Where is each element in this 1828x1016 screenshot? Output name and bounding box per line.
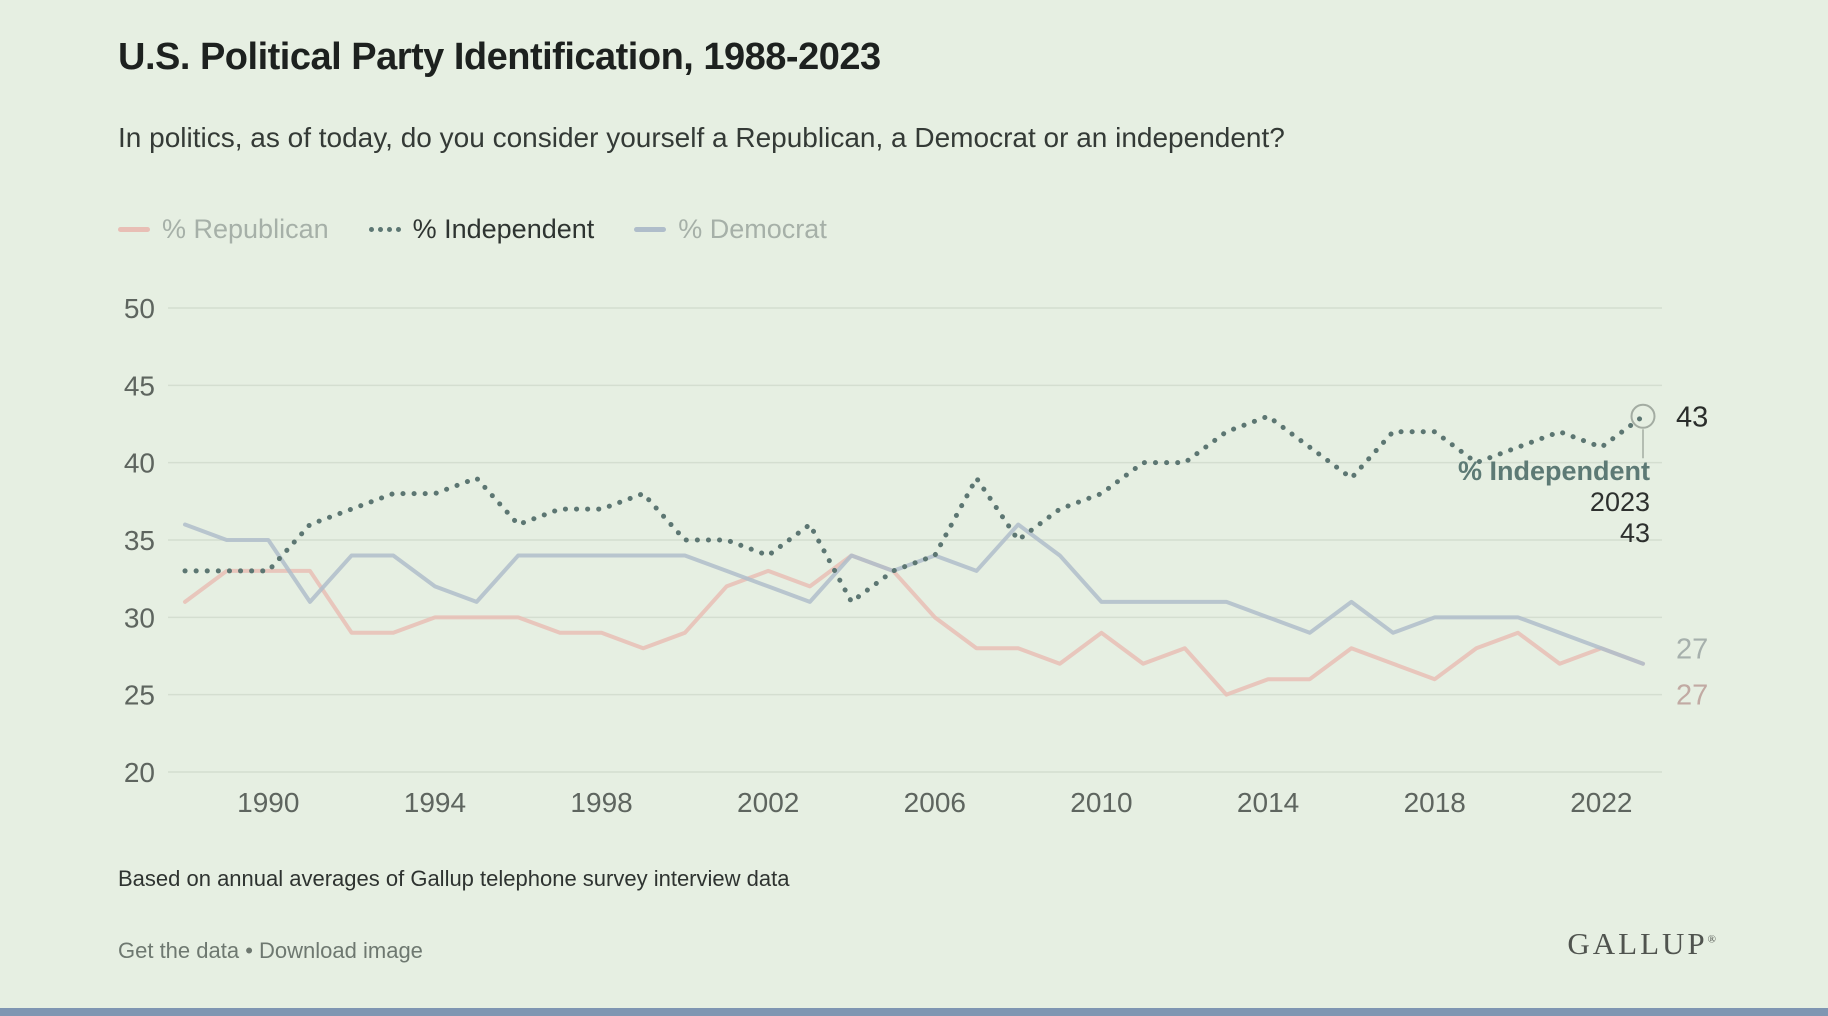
y-tick-label-30: 30 [124, 602, 155, 633]
endpoint-marker-ring [1630, 403, 1656, 429]
y-tick-label-50: 50 [124, 293, 155, 324]
independent-end-label: 43 [1676, 401, 1708, 433]
registered-mark: ® [1707, 933, 1716, 946]
republican-line-swatch [118, 227, 150, 232]
x-tick-label-2006: 2006 [904, 787, 966, 818]
democrat-end-label: 27 [1676, 634, 1708, 666]
source-note: Based on annual averages of Gallup telep… [118, 866, 790, 891]
republican-end-label: 27 [1676, 680, 1708, 712]
legend-item-democrat[interactable]: % Democrat [634, 214, 827, 245]
x-tick-label-2018: 2018 [1404, 787, 1466, 818]
chart-tooltip: % Independent 2023 43 [1458, 456, 1650, 549]
x-tick-label-1990: 1990 [237, 787, 299, 818]
tooltip-value: 43 [1619, 518, 1650, 548]
independent-dotted-swatch [368, 227, 374, 232]
x-tick-label-1998: 1998 [570, 787, 632, 818]
tooltip-year: 2023 [1589, 487, 1650, 517]
legend-label-democrat: % Democrat [678, 214, 827, 244]
y-tick-label-20: 20 [124, 757, 155, 788]
y-tick-label-40: 40 [124, 448, 155, 479]
get-the-data-link[interactable]: Get the data [118, 938, 240, 963]
y-tick-label-35: 35 [124, 525, 155, 556]
x-tick-label-1994: 1994 [404, 787, 466, 818]
tooltip-series-label: % Independent [1457, 456, 1650, 486]
y-tick-label-25: 25 [124, 680, 155, 711]
page-title: U.S. Political Party Identification, 198… [118, 36, 881, 78]
bottom-accent-bar [0, 1008, 1828, 1016]
x-tick-label-2002: 2002 [737, 787, 799, 818]
x-tick-label-2010: 2010 [1070, 787, 1132, 818]
republican-line[interactable] [183, 553, 1645, 697]
x-tick-label-2022: 2022 [1570, 787, 1632, 818]
chart-legend: % Republican % Independent % Democrat [118, 214, 827, 245]
link-separator: • [245, 938, 253, 963]
chart-subtitle: In politics, as of today, do you conside… [118, 122, 1285, 153]
gallup-logo: GALLUP® [1567, 926, 1716, 961]
independent-line[interactable] [182, 413, 1646, 605]
legend-label-republican: % Republican [162, 214, 329, 244]
legend-item-independent[interactable]: % Independent [368, 214, 595, 245]
footer-links: Get the data • Download image [118, 938, 423, 964]
download-image-link[interactable]: Download image [259, 938, 423, 963]
x-tick-label-2014: 2014 [1237, 787, 1299, 818]
legend-label-independent: % Independent [412, 214, 595, 244]
democrat-line-swatch [634, 227, 667, 232]
legend-item-republican[interactable]: % Republican [118, 214, 329, 245]
y-tick-label-45: 45 [124, 370, 155, 401]
